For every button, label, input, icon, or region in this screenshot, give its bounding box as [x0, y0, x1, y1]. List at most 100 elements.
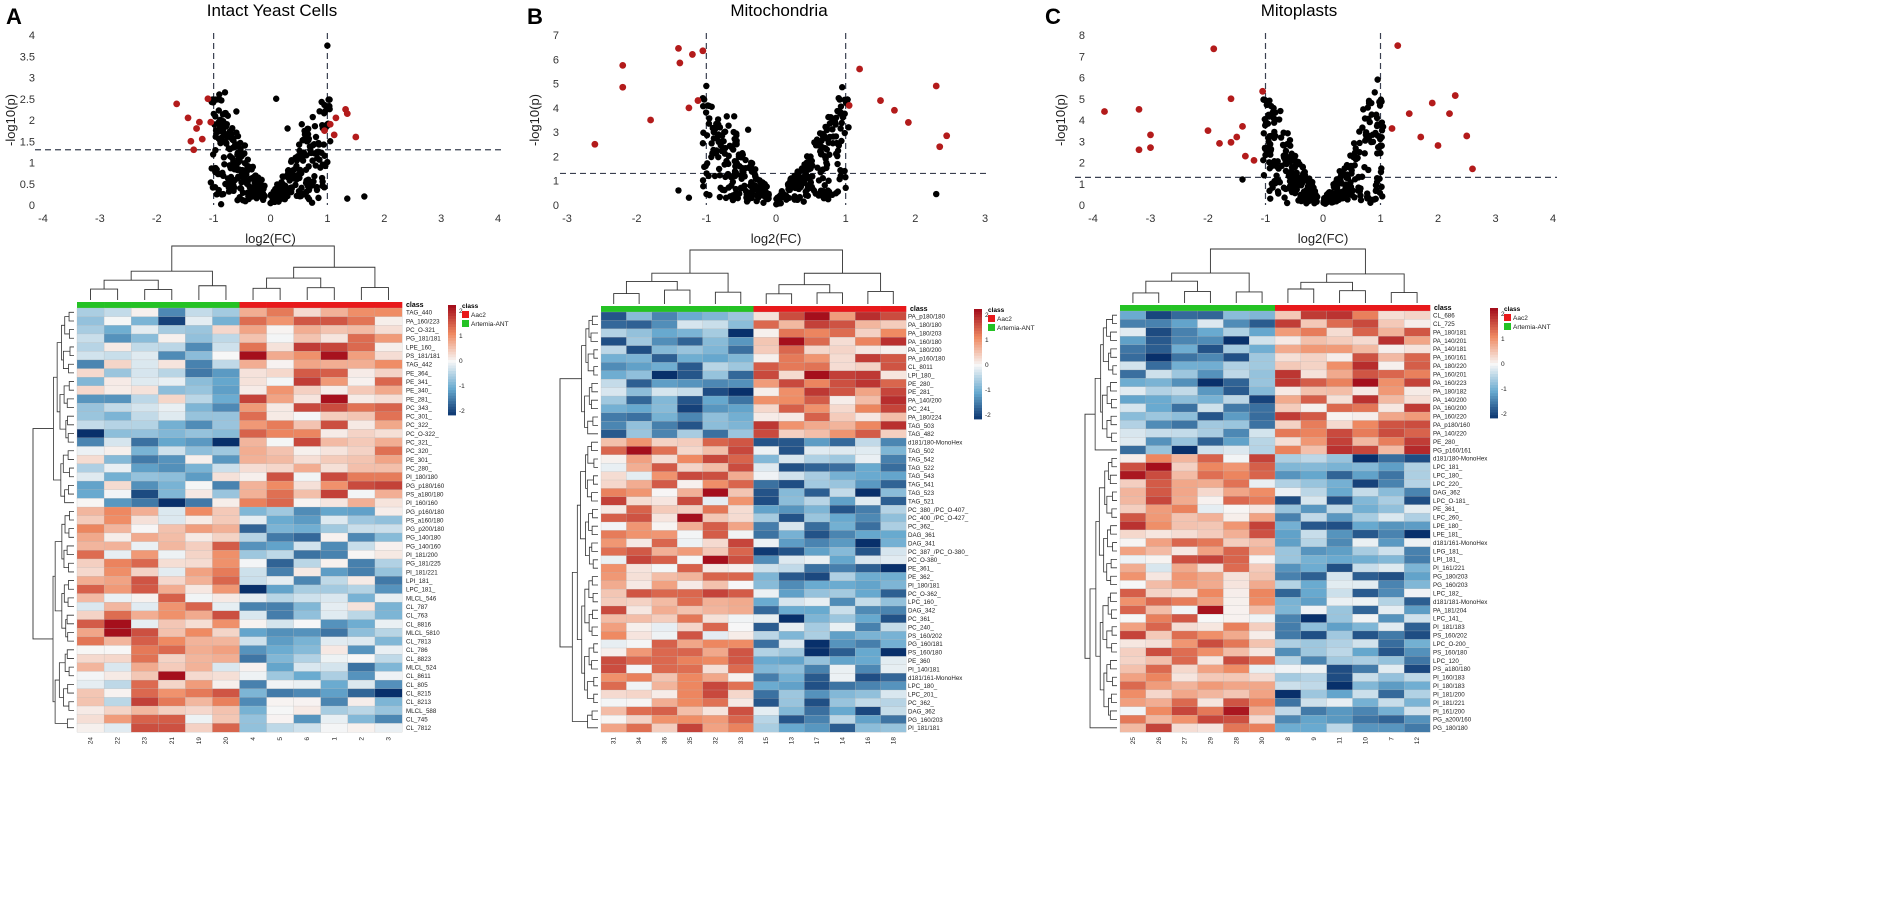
color-scale-step [1490, 308, 1498, 312]
heatmap-cell [880, 631, 907, 640]
heatmap-cell [1145, 529, 1172, 539]
heatmap-cell [651, 404, 678, 414]
heatmap-cell [880, 706, 907, 716]
heatmap-cell [804, 337, 831, 346]
dendrogram-branch [64, 653, 70, 672]
heatmap-cell [103, 463, 132, 473]
row-label: d181/180-MonoHex [1433, 456, 1488, 463]
dendrogram-branch [68, 562, 74, 573]
heatmap-cell [702, 723, 729, 733]
heatmap: classTAG_440PA_160/223PC_O-321_PG_181/18… [32, 245, 509, 744]
heatmap-cell [1378, 512, 1405, 522]
heatmap-cell [651, 454, 678, 464]
heatmap-cell [1197, 521, 1224, 531]
sig-point [877, 97, 884, 104]
color-scale-step [1490, 363, 1498, 367]
heatmap-cell [347, 480, 376, 491]
nonsig-point [1297, 193, 1304, 201]
sample-label: 32 [712, 737, 719, 745]
heatmap-cell [600, 429, 627, 439]
nonsig-point [830, 133, 837, 140]
sample-label: 16 [865, 737, 872, 745]
heatmap-cell [320, 619, 349, 629]
nonsig-point [731, 168, 739, 175]
heatmap-cell [347, 567, 376, 577]
heatmap-cell [158, 593, 186, 603]
heatmap-cell [855, 589, 881, 598]
sample-label: 1 [331, 737, 338, 741]
heatmap-cell [1249, 529, 1276, 539]
x-tick-label: 1 [1377, 213, 1383, 225]
heatmap-cell [626, 547, 653, 556]
heatmap-cell [131, 593, 159, 603]
color-scale-step [974, 402, 982, 406]
heatmap-cell [1249, 310, 1276, 320]
heatmap-cell [158, 385, 186, 395]
heatmap-cell [1249, 698, 1276, 708]
heatmap-cell [76, 567, 105, 577]
heatmap-cell [855, 463, 881, 472]
heatmap-cell [1300, 445, 1327, 455]
heatmap-cell [158, 359, 186, 369]
class-bar-cell [1275, 305, 1302, 311]
dendrogram-branch [171, 245, 335, 272]
heatmap-cell [131, 662, 159, 672]
nonsig-point [791, 196, 798, 203]
heatmap-cell [651, 513, 678, 523]
heatmap-cell [1171, 664, 1198, 674]
heatmap-cell [600, 370, 627, 380]
color-scale-step [974, 361, 982, 365]
nonsig-point [825, 177, 832, 184]
heatmap-cell [347, 498, 376, 508]
nonsig-point [933, 190, 940, 198]
heatmap-cell [855, 605, 881, 615]
heatmap-cell [1223, 437, 1250, 447]
heatmap-cell [1197, 689, 1224, 699]
row-label: PA_180/203 [908, 330, 942, 337]
nonsig-point [699, 177, 707, 184]
heatmap-cell [1249, 706, 1276, 716]
heatmap-cell [76, 506, 105, 516]
heatmap-cell [600, 505, 627, 514]
sig-point [699, 47, 707, 55]
heatmap-cell [320, 705, 349, 716]
y-tick-label: 0 [553, 200, 559, 212]
heatmap-cell [702, 656, 729, 666]
heatmap-cell [1352, 470, 1379, 480]
nonsig-point [708, 153, 715, 161]
heatmap-cell [677, 530, 703, 540]
heatmap-cell [293, 524, 322, 534]
sig-point [1434, 142, 1442, 149]
heatmap-cell [1171, 597, 1198, 607]
dendrogram-branch [67, 415, 74, 426]
heatmap-cell [651, 505, 678, 514]
row-label: PG_p180/160 [406, 483, 445, 490]
heatmap-cell [677, 463, 703, 472]
color-scale-step [1490, 343, 1498, 347]
heatmap-cell [1378, 487, 1405, 497]
row-label: LPC_141_ [1433, 616, 1463, 623]
heatmap-cell [702, 437, 729, 447]
heatmap-cell [239, 584, 267, 594]
y-tick-label: 1.5 [20, 136, 35, 148]
heatmap-cell [1197, 588, 1224, 598]
heatmap-cell [1326, 555, 1353, 564]
nonsig-point [302, 166, 310, 173]
nonsig-point [274, 196, 281, 203]
heatmap-cell [1274, 689, 1302, 699]
heatmap-cell [1352, 622, 1379, 632]
heatmap-cell [1300, 546, 1327, 556]
heatmap-cell [1119, 672, 1147, 682]
heatmap-cell [158, 351, 186, 361]
heatmap-cell [266, 420, 294, 430]
y-tick-label: 6 [1079, 73, 1085, 85]
row-label: PI_181/200 [1433, 691, 1465, 698]
heatmap-cell [880, 370, 907, 380]
heatmap-cell [880, 597, 907, 607]
dendrogram-branch [593, 693, 598, 703]
heatmap-cell [778, 479, 805, 489]
heatmap-cell [1249, 411, 1276, 421]
heatmap-cell [651, 580, 678, 590]
heatmap-cell [855, 673, 881, 682]
heatmap-cell [320, 472, 349, 482]
